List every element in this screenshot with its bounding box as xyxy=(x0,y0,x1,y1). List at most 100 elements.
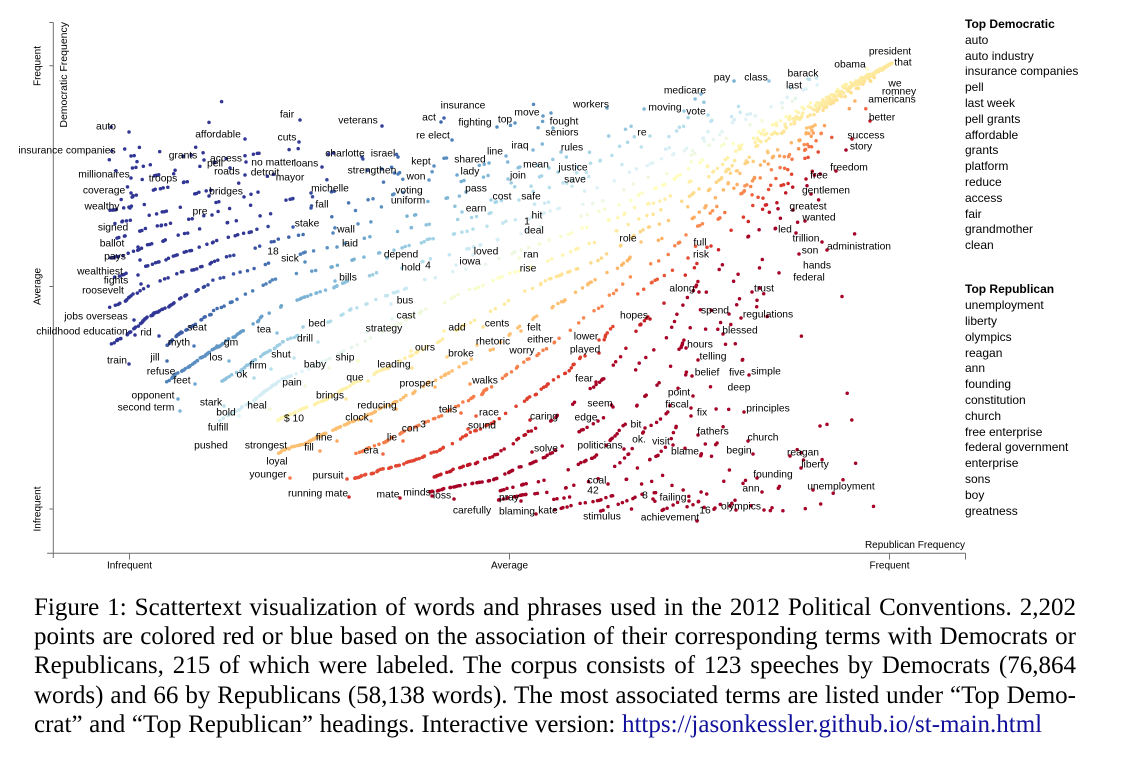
svg-text:uniform: uniform xyxy=(391,196,425,207)
svg-text:fiscal: fiscal xyxy=(665,400,688,411)
svg-text:mean: mean xyxy=(523,160,549,171)
svg-text:safe: safe xyxy=(521,192,541,203)
svg-text:pray: pray xyxy=(499,493,520,504)
svg-text:con: con xyxy=(402,424,419,435)
svg-text:kate: kate xyxy=(538,506,558,517)
svg-text:4: 4 xyxy=(425,261,431,272)
svg-text:strongest: strongest xyxy=(245,441,287,452)
svg-text:signed: signed xyxy=(98,223,129,234)
svg-text:move: move xyxy=(514,108,539,119)
svg-text:five: five xyxy=(729,368,745,379)
svg-text:drill: drill xyxy=(297,334,313,345)
svg-text:save: save xyxy=(564,175,586,186)
svg-text:fought: fought xyxy=(550,117,579,128)
svg-text:detroit: detroit xyxy=(251,168,280,179)
svg-text:regulations: regulations xyxy=(743,310,793,321)
svg-text:founding: founding xyxy=(753,470,793,481)
svg-text:tea: tea xyxy=(257,325,272,336)
svg-text:trillion: trillion xyxy=(793,234,820,245)
svg-text:trust: trust xyxy=(754,284,774,295)
svg-text:bold: bold xyxy=(216,408,236,419)
svg-text:cuts: cuts xyxy=(278,133,297,144)
svg-text:point: point xyxy=(668,388,690,399)
svg-text:no matter: no matter xyxy=(251,158,295,169)
svg-text:telling: telling xyxy=(700,352,727,363)
svg-text:ballot: ballot xyxy=(100,239,125,250)
svg-text:loved: loved xyxy=(474,247,499,258)
svg-text:sound: sound xyxy=(468,421,496,432)
svg-text:fulfill: fulfill xyxy=(208,423,229,434)
svg-text:hands: hands xyxy=(803,261,831,272)
svg-text:risk: risk xyxy=(693,250,710,261)
svg-text:bridges: bridges xyxy=(209,187,243,198)
svg-text:veterans: veterans xyxy=(338,116,378,127)
svg-text:fathers: fathers xyxy=(697,427,728,438)
svg-text:gentlemen: gentlemen xyxy=(802,186,850,197)
svg-text:jobs overseas: jobs overseas xyxy=(63,312,128,323)
svg-text:18: 18 xyxy=(267,247,279,258)
svg-text:seat: seat xyxy=(187,323,207,334)
svg-text:loans: loans xyxy=(294,159,319,170)
svg-text:we: we xyxy=(887,79,901,90)
svg-text:16: 16 xyxy=(699,506,711,517)
svg-text:ran: ran xyxy=(524,250,539,261)
svg-text:myth: myth xyxy=(168,338,191,349)
svg-text:romney: romney xyxy=(882,87,917,98)
svg-text:wall: wall xyxy=(336,225,355,236)
svg-text:broke: broke xyxy=(448,349,474,360)
svg-text:Republican Frequency: Republican Frequency xyxy=(865,540,965,551)
svg-text:rid: rid xyxy=(140,328,152,339)
svg-text:access: access xyxy=(210,154,242,165)
svg-text:laid: laid xyxy=(342,239,358,250)
svg-text:pushed: pushed xyxy=(194,441,228,452)
svg-text:jill: jill xyxy=(149,353,159,364)
svg-text:ann: ann xyxy=(742,484,759,495)
svg-text:liberty: liberty xyxy=(801,460,829,471)
svg-text:mayor: mayor xyxy=(276,173,305,184)
svg-text:ok.: ok. xyxy=(632,435,646,446)
svg-text:cost: cost xyxy=(493,192,512,203)
svg-text:fine: fine xyxy=(316,433,333,444)
svg-text:mate: mate xyxy=(377,490,400,501)
svg-text:pre: pre xyxy=(193,207,208,218)
svg-text:bills: bills xyxy=(339,273,357,284)
svg-text:los: los xyxy=(209,353,222,364)
svg-text:running mate: running mate xyxy=(288,489,348,500)
svg-text:re: re xyxy=(637,128,646,139)
svg-text:line: line xyxy=(487,147,503,158)
svg-text:earn: earn xyxy=(466,204,487,215)
svg-text:along: along xyxy=(669,284,694,295)
svg-text:iraq: iraq xyxy=(511,141,528,152)
svg-text:son: son xyxy=(802,246,819,257)
svg-text:cast: cast xyxy=(397,311,416,322)
svg-text:story: story xyxy=(850,142,873,153)
svg-text:hopes: hopes xyxy=(620,311,648,322)
svg-text:pass: pass xyxy=(465,184,487,195)
svg-text:coverage: coverage xyxy=(83,186,126,197)
svg-text:success: success xyxy=(847,131,884,142)
svg-text:Frequent: Frequent xyxy=(869,561,909,572)
svg-text:simple: simple xyxy=(751,367,781,378)
svg-text:fix: fix xyxy=(697,408,708,419)
svg-text:stake: stake xyxy=(295,219,320,230)
svg-text:better: better xyxy=(869,113,896,124)
svg-text:feet: feet xyxy=(173,376,190,387)
svg-text:fill: fill xyxy=(304,443,314,454)
svg-text:millionaires: millionaires xyxy=(78,170,130,181)
svg-text:depend: depend xyxy=(384,250,419,261)
svg-text:loss: loss xyxy=(433,491,451,502)
svg-text:role: role xyxy=(619,234,636,245)
svg-text:olympics: olympics xyxy=(721,502,761,513)
svg-text:pay: pay xyxy=(714,73,731,84)
svg-text:8: 8 xyxy=(642,491,648,502)
svg-text:race: race xyxy=(479,408,499,419)
svg-text:stimulus: stimulus xyxy=(583,512,621,523)
svg-text:loyal: loyal xyxy=(266,457,287,468)
svg-text:stark: stark xyxy=(200,398,223,409)
svg-text:walks: walks xyxy=(471,376,498,387)
svg-text:Infrequent: Infrequent xyxy=(107,561,152,572)
svg-text:strengthen: strengthen xyxy=(348,166,397,177)
svg-text:led: led xyxy=(778,225,792,236)
svg-text:that: that xyxy=(894,58,911,69)
svg-text:roosevelt: roosevelt xyxy=(82,286,124,297)
